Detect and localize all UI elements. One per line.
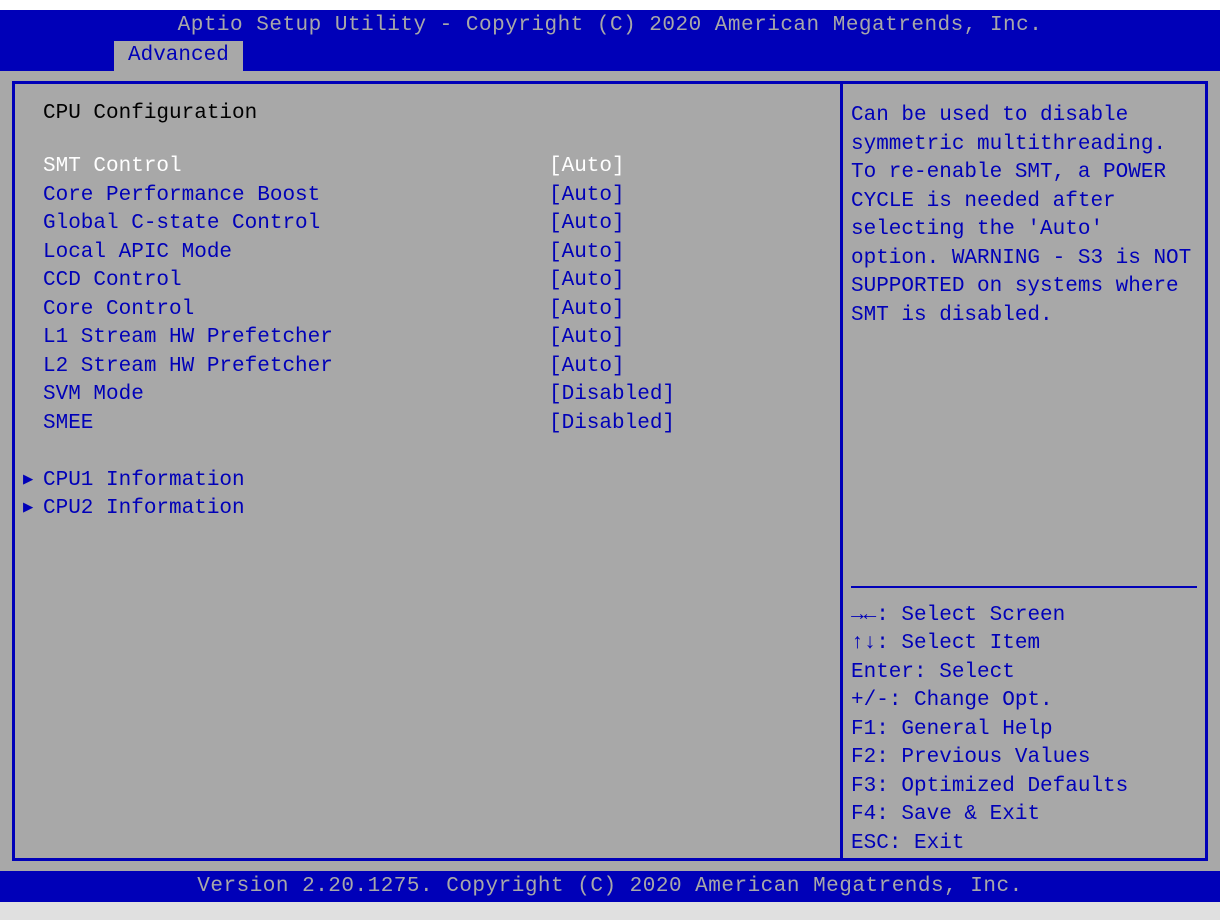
nav-keys: →←: Select Screen ↑↓: Select Item Enter:… bbox=[851, 602, 1197, 859]
setting-core-control[interactable]: Core Control [Auto] bbox=[15, 296, 840, 325]
spacer bbox=[15, 438, 840, 467]
setting-value: [Auto] bbox=[549, 353, 840, 382]
nav-select: Enter: Select bbox=[851, 659, 1197, 688]
settings-panel: CPU Configuration SMT Control [Auto] Cor… bbox=[12, 81, 840, 861]
setting-label: Global C-state Control bbox=[43, 210, 549, 239]
setting-svm-mode[interactable]: SVM Mode [Disabled] bbox=[15, 381, 840, 410]
submenu-cpu1-info[interactable]: ▶ CPU1 Information bbox=[15, 467, 840, 496]
setting-value: [Auto] bbox=[549, 182, 840, 211]
nav-save-exit: F4: Save & Exit bbox=[851, 801, 1197, 830]
help-panel: Can be used to disable symmetric multith… bbox=[840, 81, 1208, 861]
nav-change-opt: +/-: Change Opt. bbox=[851, 687, 1197, 716]
setting-l2-prefetcher[interactable]: L2 Stream HW Prefetcher [Auto] bbox=[15, 353, 840, 382]
setting-value: [Auto] bbox=[549, 210, 840, 239]
footer-text: Version 2.20.1275. Copyright (C) 2020 Am… bbox=[0, 871, 1220, 902]
bios-screen: Aptio Setup Utility - Copyright (C) 2020… bbox=[0, 0, 1220, 900]
submenu-cpu2-info[interactable]: ▶ CPU2 Information bbox=[15, 495, 840, 524]
setting-label: Core Performance Boost bbox=[43, 182, 549, 211]
help-divider bbox=[851, 586, 1197, 588]
spacer bbox=[851, 330, 1197, 578]
setting-smee[interactable]: SMEE [Disabled] bbox=[15, 410, 840, 439]
setting-core-performance-boost[interactable]: Core Performance Boost [Auto] bbox=[15, 182, 840, 211]
submenu-arrow-icon: ▶ bbox=[23, 495, 43, 524]
submenu-label: CPU2 Information bbox=[43, 495, 245, 524]
top-border bbox=[0, 0, 1220, 10]
tab-advanced[interactable]: Advanced bbox=[114, 41, 243, 71]
setting-smt-control[interactable]: SMT Control [Auto] bbox=[15, 153, 840, 182]
header-title: Aptio Setup Utility - Copyright (C) 2020… bbox=[0, 10, 1220, 41]
submenu-label: CPU1 Information bbox=[43, 467, 245, 496]
setting-value: [Disabled] bbox=[549, 410, 840, 439]
setting-label: Local APIC Mode bbox=[43, 239, 549, 268]
nav-help: F1: General Help bbox=[851, 716, 1197, 745]
setting-label: Core Control bbox=[43, 296, 549, 325]
setting-value: [Auto] bbox=[549, 239, 840, 268]
setting-label: L1 Stream HW Prefetcher bbox=[43, 324, 549, 353]
setting-label: SMEE bbox=[43, 410, 549, 439]
setting-value: [Auto] bbox=[549, 296, 840, 325]
setting-label: L2 Stream HW Prefetcher bbox=[43, 353, 549, 382]
setting-global-cstate[interactable]: Global C-state Control [Auto] bbox=[15, 210, 840, 239]
setting-label: CCD Control bbox=[43, 267, 549, 296]
nav-previous-values: F2: Previous Values bbox=[851, 744, 1197, 773]
submenu-arrow-icon: ▶ bbox=[23, 467, 43, 496]
setting-label: SVM Mode bbox=[43, 381, 549, 410]
setting-local-apic[interactable]: Local APIC Mode [Auto] bbox=[15, 239, 840, 268]
section-title: CPU Configuration bbox=[15, 102, 840, 125]
setting-ccd-control[interactable]: CCD Control [Auto] bbox=[15, 267, 840, 296]
setting-label: SMT Control bbox=[43, 153, 549, 182]
setting-value: [Disabled] bbox=[549, 381, 840, 410]
nav-exit: ESC: Exit bbox=[851, 830, 1197, 859]
nav-optimized-defaults: F3: Optimized Defaults bbox=[851, 773, 1197, 802]
setting-l1-prefetcher[interactable]: L1 Stream HW Prefetcher [Auto] bbox=[15, 324, 840, 353]
setting-value: [Auto] bbox=[549, 324, 840, 353]
setting-value: [Auto] bbox=[549, 267, 840, 296]
nav-select-screen: →←: Select Screen bbox=[851, 602, 1197, 631]
nav-select-item: ↑↓: Select Item bbox=[851, 630, 1197, 659]
main-area: CPU Configuration SMT Control [Auto] Cor… bbox=[12, 81, 1208, 861]
help-text: Can be used to disable symmetric multith… bbox=[851, 102, 1197, 330]
tab-bar: Advanced bbox=[0, 41, 1220, 71]
setting-value: [Auto] bbox=[549, 153, 840, 182]
